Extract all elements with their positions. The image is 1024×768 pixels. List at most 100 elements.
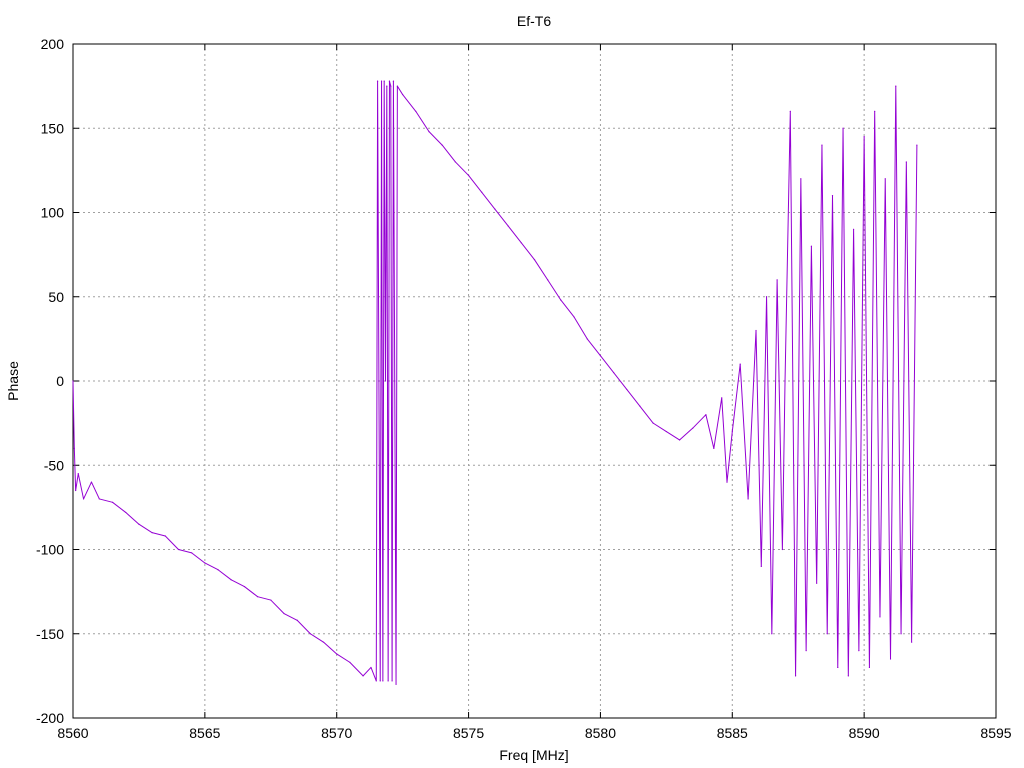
phase-data-point: [755, 329, 757, 332]
phase-data-point: [391, 680, 393, 682]
phase-data-point: [599, 355, 602, 357]
phase-data-point: [441, 144, 443, 146]
chart-title: Ef-T6: [517, 13, 551, 29]
phase-data-point: [395, 683, 397, 685]
y-tick-label: 0: [56, 373, 64, 389]
phase-data-point: [388, 80, 391, 82]
phase-data-point: [520, 242, 522, 244]
phase-data-point: [376, 80, 379, 82]
y-tick-label: 150: [41, 120, 65, 136]
phase-data-point: [858, 650, 860, 652]
phase-data-point: [739, 363, 741, 365]
phase-data-point: [386, 85, 388, 87]
phase-data-point: [177, 548, 180, 551]
phase-data-point: [678, 439, 681, 441]
phase-data-point: [692, 427, 694, 429]
phase-data-point: [396, 85, 398, 87]
phase-data-point: [375, 680, 377, 682]
phase-data-point: [731, 430, 733, 433]
phase-data-point: [454, 161, 456, 163]
phase-data-point: [573, 316, 575, 318]
phase-data-point: [230, 579, 232, 581]
phase-data-point: [467, 174, 470, 177]
phase-data-point: [911, 641, 913, 643]
phase-data-point: [415, 110, 417, 112]
phase-data-point: [916, 144, 918, 146]
phase-data-point: [428, 131, 430, 133]
phase-data-point: [394, 380, 396, 382]
y-tick-label: -100: [36, 542, 64, 558]
phase-data-point: [164, 535, 166, 537]
y-tick-label: 50: [48, 289, 64, 305]
phase-data-point: [383, 80, 385, 82]
phase-data-point: [905, 161, 907, 163]
grid: [73, 44, 996, 718]
phase-data-point: [665, 430, 667, 433]
phase-data-point: [387, 680, 389, 682]
y-tick-label: 200: [41, 36, 65, 52]
phase-data-point: [826, 633, 828, 635]
phase-data-point: [816, 582, 818, 584]
phase-data-point: [72, 380, 74, 382]
x-tick-label: 8570: [321, 725, 352, 741]
phase-data-point: [560, 299, 562, 301]
y-tick-label: -50: [44, 457, 64, 473]
phase-data-point: [721, 397, 723, 399]
phase-data-point: [533, 259, 536, 261]
phase-data-point: [879, 616, 881, 618]
phase-data-point: [349, 661, 351, 663]
phase-data-point: [613, 371, 615, 374]
phase-data-point: [765, 296, 768, 298]
series-group: [72, 80, 918, 685]
phase-data-point: [111, 501, 114, 503]
phase-data-point: [810, 245, 813, 247]
x-tick-label: 8590: [849, 725, 880, 741]
phase-data-point: [847, 675, 849, 677]
phase-data-point: [507, 225, 509, 227]
y-tick-label: 100: [41, 205, 65, 221]
phase-data-point: [378, 380, 380, 382]
phase-data-point: [151, 532, 153, 534]
phase-data-point: [98, 498, 100, 500]
phase-data-point: [138, 523, 140, 525]
x-tick-label: 8580: [585, 725, 616, 741]
phase-data-point: [837, 666, 839, 669]
phase-data-point: [713, 447, 715, 449]
y-tick-label: -200: [36, 710, 64, 726]
phase-data-point: [270, 599, 272, 601]
y-tick-label: -150: [36, 626, 64, 642]
phase-data-point: [639, 405, 641, 407]
phase-data-point: [322, 641, 325, 643]
phase-data-point: [760, 565, 762, 567]
phase-data-point: [868, 666, 871, 669]
phase-data-point: [283, 612, 285, 615]
phase-data-point: [863, 136, 865, 138]
phase-data-point: [336, 653, 338, 655]
phase-data-point: [481, 191, 483, 193]
phase-data-point: [392, 80, 395, 82]
phase-data-point: [884, 178, 886, 180]
phase-data-point: [771, 633, 773, 635]
phase-data-point: [362, 675, 364, 677]
phase-data-point: [380, 80, 383, 82]
phase-data-point: [191, 552, 193, 554]
phase-data-point: [243, 585, 246, 588]
phase-data-point: [800, 178, 802, 180]
phase-data-point: [382, 680, 384, 682]
phase-data-point: [82, 498, 85, 500]
phase-data-point: [652, 422, 654, 424]
phase-data-point: [547, 279, 549, 281]
phase-series-line: [72, 80, 918, 685]
phase-data-point: [781, 548, 783, 551]
phase-data-point: [900, 633, 902, 635]
phase-data-point: [805, 650, 807, 652]
ticks: [72, 43, 997, 719]
phase-data-point: [852, 228, 855, 230]
phase-data-point: [626, 388, 628, 391]
phase-data-point: [125, 511, 127, 514]
phase-data-point: [842, 127, 844, 129]
phase-data-point: [309, 633, 311, 635]
phase-data-point: [384, 380, 387, 382]
tick-labels: 8560 8565 8570 8575 8580 8585 8590 8595 -200 -150…: [36, 36, 1012, 741]
